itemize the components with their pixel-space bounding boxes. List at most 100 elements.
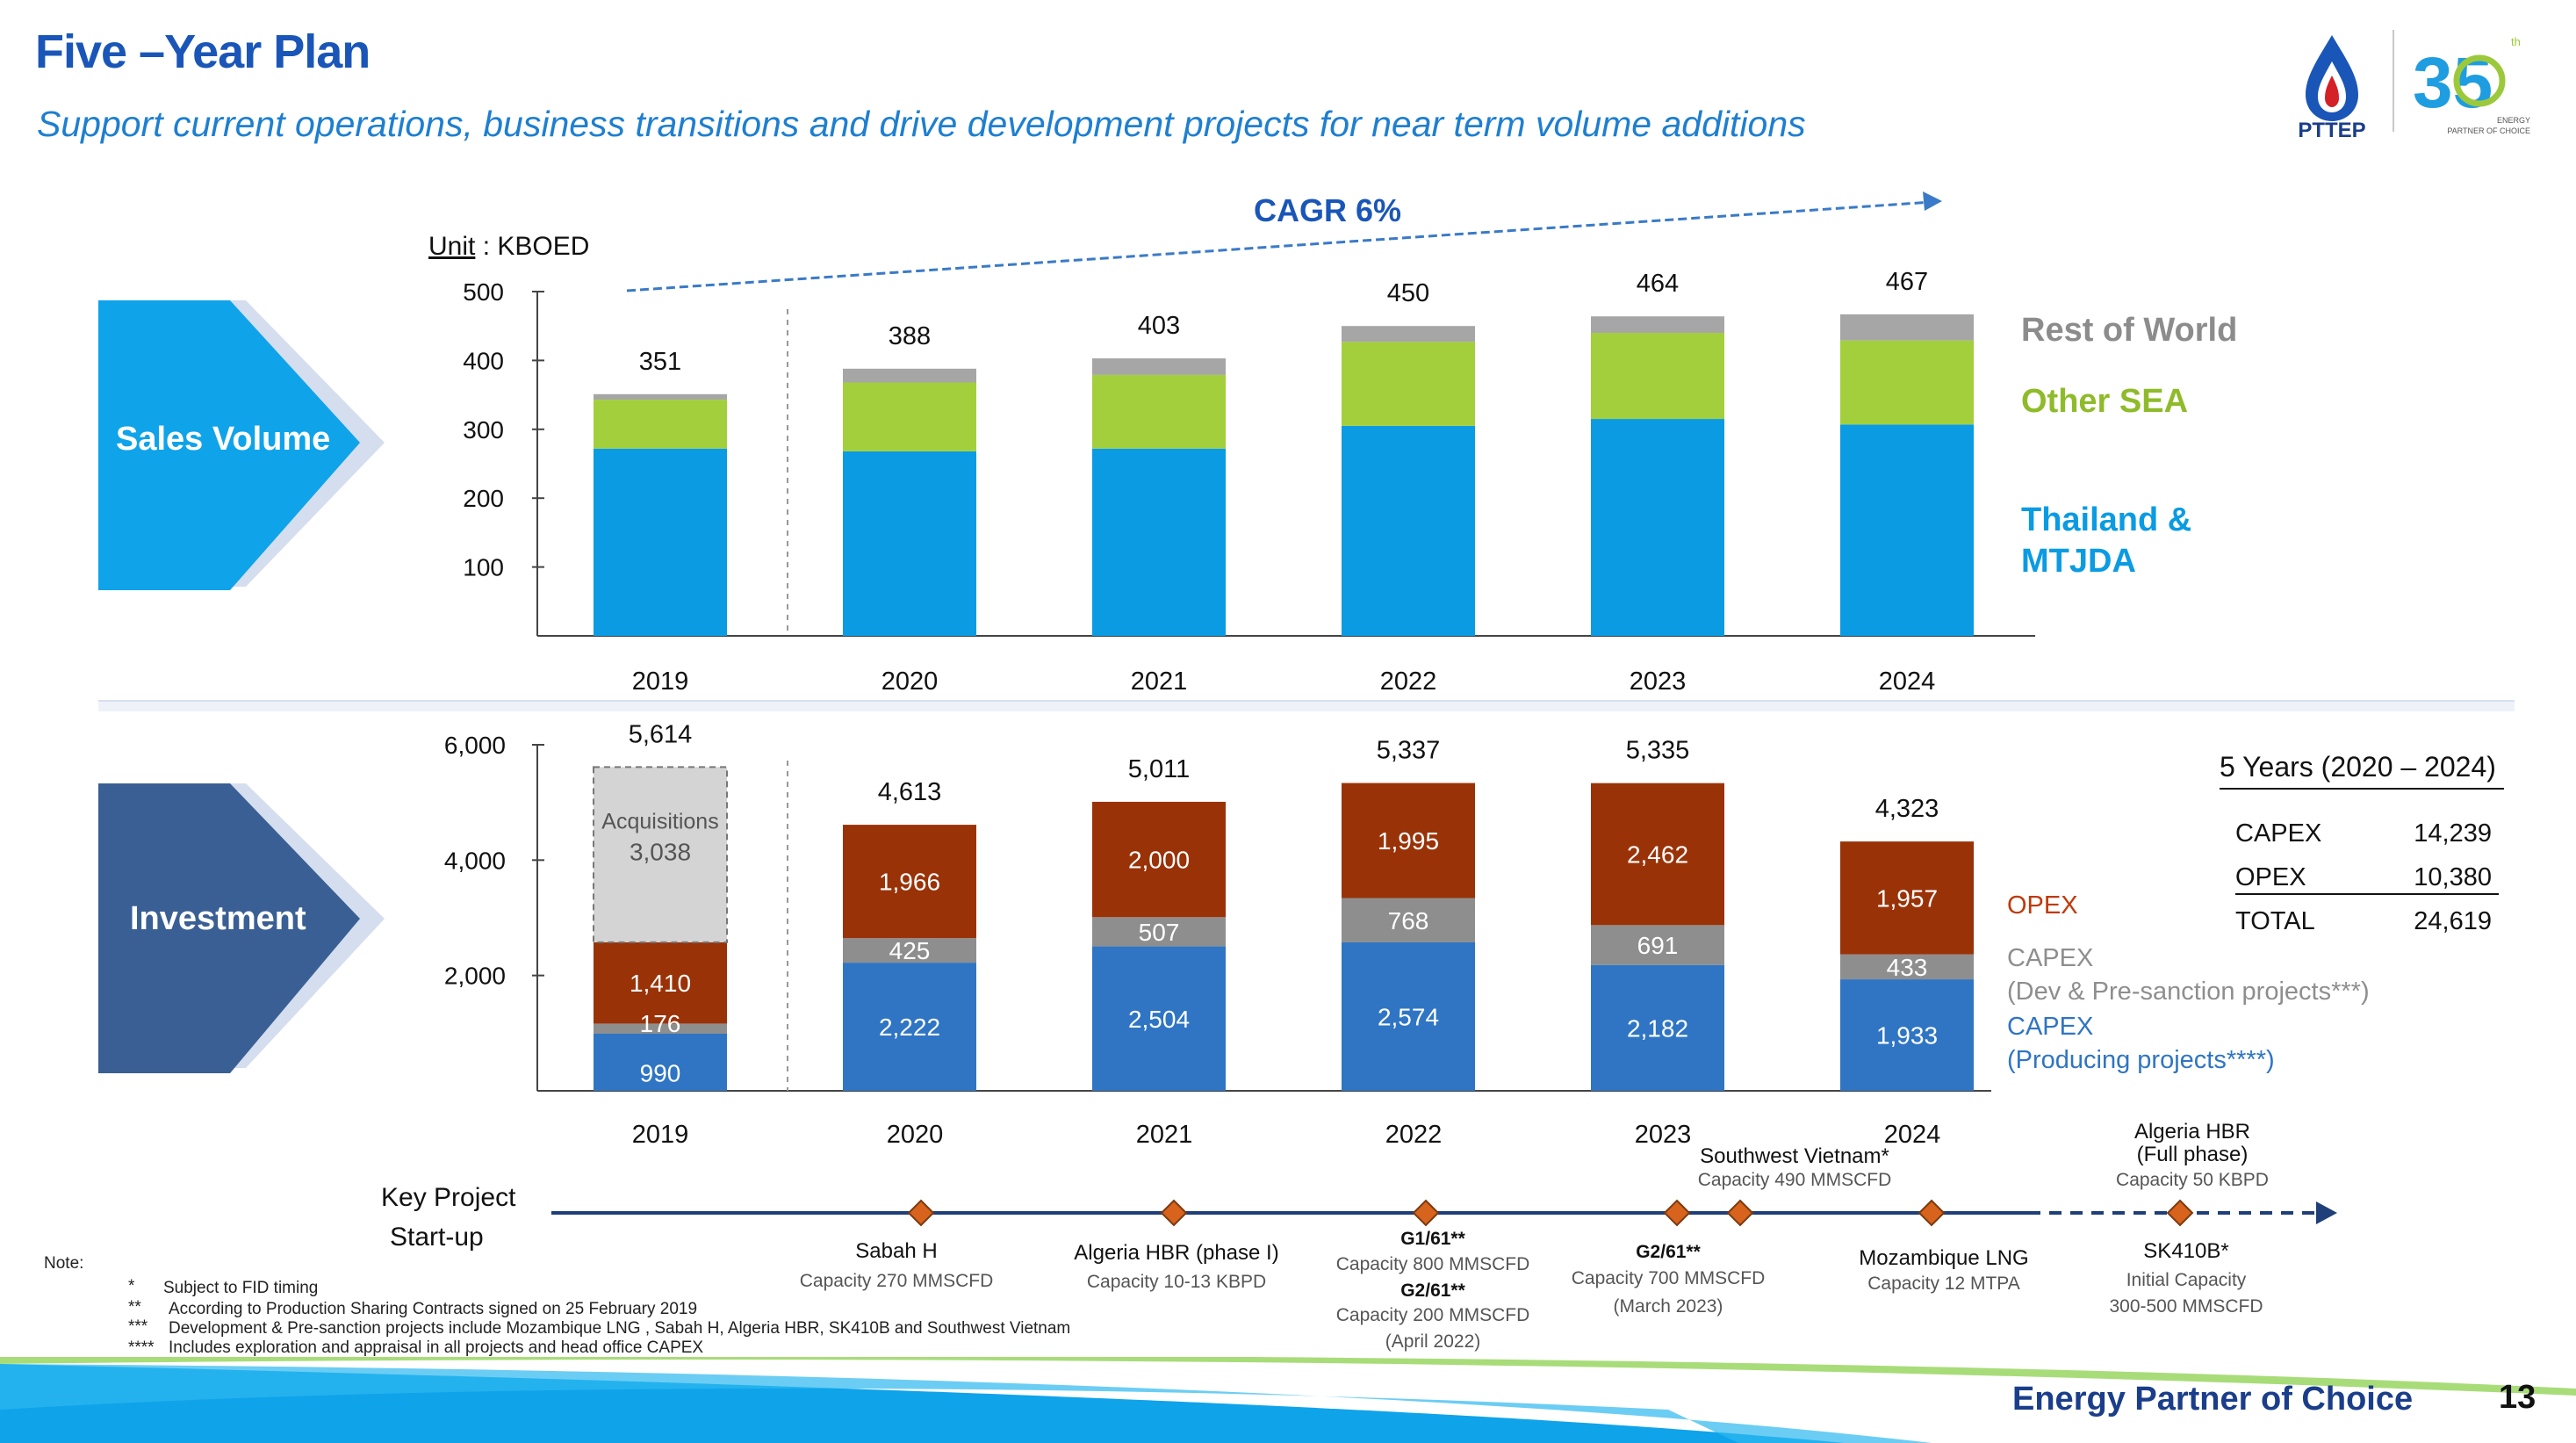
bar-segment bbox=[1591, 783, 1724, 926]
milestone-text: SK410B* bbox=[2143, 1239, 2228, 1263]
segment-value-label: 1,957 bbox=[1876, 884, 1938, 912]
bar-total-label: 5,614 bbox=[629, 720, 693, 748]
bar-segment bbox=[843, 825, 976, 939]
milestone-text: Capacity 490 MMSCFD bbox=[1698, 1170, 1892, 1190]
milestone-text: Capacity 200 MMSCFD bbox=[1336, 1305, 1530, 1325]
milestone-text: Capacity 800 MMSCFD bbox=[1336, 1254, 1530, 1274]
milestone-text: Capacity 50 KBPD bbox=[2116, 1170, 2269, 1190]
milestone-text: Southwest Vietnam* bbox=[1700, 1144, 1889, 1168]
milestone-text: Initial Capacity bbox=[2126, 1270, 2247, 1290]
bar-segment bbox=[1092, 374, 1226, 449]
bar-segment bbox=[1092, 358, 1226, 375]
milestone-text: Mozambique LNG bbox=[1859, 1246, 2028, 1270]
bar-total-label: 450 bbox=[1387, 279, 1429, 307]
anniversary-suffix: th bbox=[2511, 35, 2521, 48]
x-tick-label: 2024 bbox=[1879, 667, 1936, 696]
sales-volume-label: Sales Volume bbox=[116, 421, 330, 458]
bar-segment bbox=[843, 382, 976, 451]
note-text-2: According to Production Sharing Contract… bbox=[169, 1300, 697, 1318]
section-divider bbox=[98, 701, 2515, 711]
x-tick-label: 2020 bbox=[887, 1121, 944, 1149]
footnotes: Note: * Subject to FID timing ** Accordi… bbox=[44, 1254, 1070, 1357]
legend-opex: OPEX bbox=[2007, 891, 2078, 920]
bar-segment bbox=[1092, 448, 1226, 636]
note-mark-2: ** bbox=[128, 1298, 141, 1317]
y-tick-label: 6,000 bbox=[444, 732, 506, 759]
y-tick-label: 500 bbox=[463, 278, 504, 306]
milestone-diamond-icon bbox=[907, 1199, 935, 1227]
note-mark-4: **** bbox=[128, 1338, 155, 1357]
bar-segment bbox=[1591, 925, 1724, 965]
segment-value-label: 2,222 bbox=[879, 1014, 940, 1041]
milestone-text: (March 2023) bbox=[1614, 1296, 1723, 1317]
x-tick-label: 2020 bbox=[881, 667, 939, 696]
bar-segment bbox=[843, 938, 976, 963]
legend-thailand: Thailand & bbox=[2021, 501, 2191, 538]
bar-segment bbox=[1591, 316, 1724, 334]
milestone-diamond-icon bbox=[1160, 1199, 1188, 1227]
bar-total-label: 5,335 bbox=[1626, 737, 1690, 765]
summary-label-opex: OPEX bbox=[2235, 863, 2306, 891]
segment-value-label: 507 bbox=[1139, 919, 1180, 946]
x-tick-label: 2023 bbox=[1630, 667, 1687, 696]
acquisitions-label: Acquisitions bbox=[601, 809, 718, 833]
timeline-label-line2: Start-up bbox=[390, 1223, 484, 1252]
milestone-text: (April 2022) bbox=[1385, 1331, 1481, 1352]
legend-rest-of-world: Rest of World bbox=[2021, 312, 2237, 349]
x-tick-label: 2022 bbox=[1385, 1121, 1443, 1149]
segment-value-label: 1,966 bbox=[879, 869, 940, 896]
x-tick-label: 2019 bbox=[632, 1121, 689, 1149]
note-text-3: Development & Pre-sanction projects incl… bbox=[169, 1319, 1070, 1338]
milestone-text: Capacity 700 MMSCFD bbox=[1572, 1268, 1766, 1288]
segment-value-label: 990 bbox=[640, 1059, 681, 1086]
bar-segment bbox=[594, 1033, 727, 1091]
legend-mtjda: MTJDA bbox=[2021, 543, 2136, 580]
segment-value-label: 3,038 bbox=[630, 838, 691, 865]
legend-capex-dev-detail: (Dev & Pre-sanction projects***) bbox=[2007, 978, 2370, 1006]
bar-total-label: 5,337 bbox=[1377, 737, 1441, 765]
bar-segment bbox=[1591, 419, 1724, 636]
cagr-trend-line bbox=[626, 200, 1932, 292]
y-tick-label: 300 bbox=[463, 416, 504, 444]
bar-segment bbox=[1591, 964, 1724, 1091]
page-title: Five –Year Plan bbox=[35, 25, 371, 78]
bar-segment bbox=[594, 400, 727, 449]
segment-value-label: 425 bbox=[889, 937, 931, 964]
bar-segment bbox=[1092, 917, 1226, 947]
milestone-diamond-icon bbox=[1412, 1199, 1440, 1227]
y-tick-label: 400 bbox=[463, 347, 504, 374]
summary-title: 5 Years (2020 – 2024) bbox=[2220, 751, 2496, 783]
legend-other-sea: Other SEA bbox=[2021, 383, 2188, 420]
bar-segment bbox=[594, 1023, 727, 1034]
summary-value-opex: 10,380 bbox=[2414, 863, 2492, 891]
bar-total-label: 4,323 bbox=[1875, 795, 1939, 823]
bar-segment bbox=[1342, 783, 1475, 898]
bar-segment bbox=[1092, 946, 1226, 1091]
bar-segment bbox=[1840, 340, 1974, 425]
milestone-diamond-icon bbox=[2166, 1199, 2194, 1227]
anniversary-emblem: 35 th ENERGY PARTNER OF CHOICE bbox=[2413, 35, 2530, 135]
note-text-1: Subject to FID timing bbox=[163, 1279, 318, 1297]
bar-segment bbox=[1342, 942, 1475, 1091]
milestone-text: Algeria HBR bbox=[2134, 1120, 2250, 1144]
bar-segment bbox=[1591, 333, 1724, 420]
bar-segment bbox=[1342, 425, 1475, 636]
segment-value-label: 1,995 bbox=[1378, 827, 1439, 855]
x-tick-label: 2019 bbox=[632, 667, 689, 696]
bar-segment bbox=[1840, 841, 1974, 955]
milestone-text: 300-500 MMSCFD bbox=[2109, 1296, 2263, 1317]
segment-value-label: 1,933 bbox=[1876, 1022, 1938, 1050]
y-tick-label: 2,000 bbox=[444, 963, 506, 990]
timeline-label-line1: Key Project bbox=[381, 1183, 516, 1212]
anniversary-line2: PARTNER OF CHOICE bbox=[2447, 126, 2530, 135]
note-heading: Note: bbox=[44, 1254, 83, 1273]
milestone-diamond-icon bbox=[1918, 1199, 1946, 1227]
summary-label-capex: CAPEX bbox=[2235, 819, 2321, 848]
bar-segment bbox=[1342, 898, 1475, 942]
milestone-text: Capacity 12 MTPA bbox=[1867, 1273, 2020, 1294]
x-tick-label: 2024 bbox=[1884, 1121, 1941, 1149]
bar-segment bbox=[594, 448, 727, 636]
bar-segment bbox=[593, 766, 728, 943]
legend-capex-producing-detail: (Producing projects****) bbox=[2007, 1046, 2275, 1074]
